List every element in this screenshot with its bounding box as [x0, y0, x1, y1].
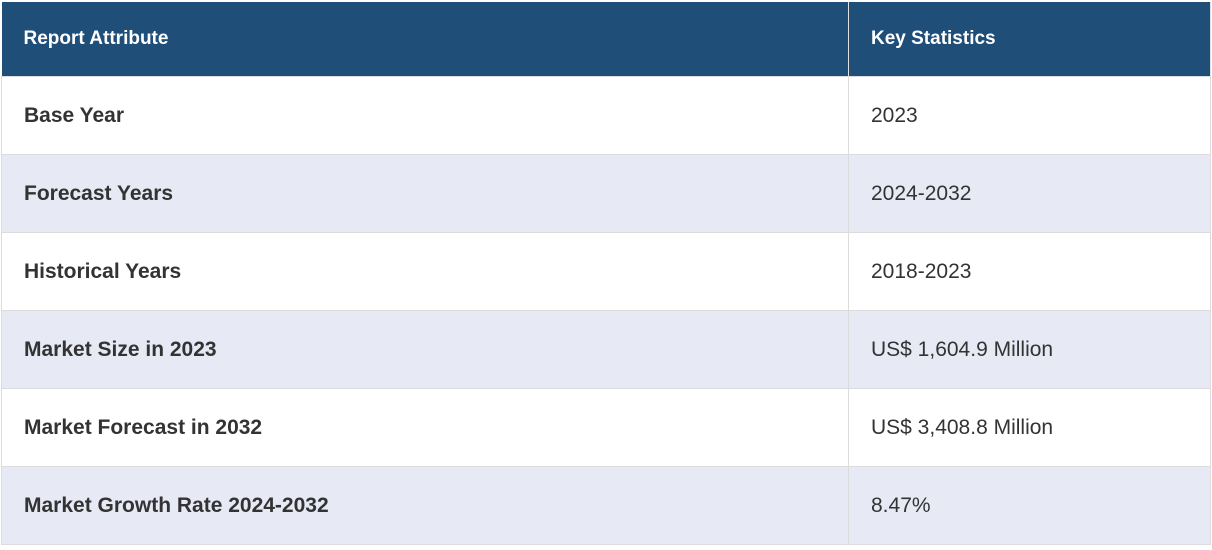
header-cell: Key Statistics — [848, 2, 1211, 77]
value-cell: 2018-2023 — [848, 232, 1211, 311]
attribute-cell: Base Year — [1, 76, 849, 155]
value-cell: 2024-2032 — [848, 154, 1211, 233]
attribute-cell: Historical Years — [1, 232, 849, 311]
value-cell: 8.47% — [848, 466, 1211, 545]
table-row: Forecast Years 2024-2032 — [1, 154, 1211, 233]
table-row: Base Year 2023 — [1, 76, 1211, 155]
table-body: Base Year 2023 Forecast Years 2024-2032 Hist… — [1, 76, 1211, 545]
value-cell: US$ 1,604.9 Million — [848, 310, 1211, 389]
attribute-cell: Market Growth Rate 2024-2032 — [1, 466, 849, 545]
table-row: Market Size in 2023 US$ 1,604.9 Million — [1, 310, 1211, 389]
header-cell: Report Attribute — [1, 2, 849, 77]
value-cell: 2023 — [848, 76, 1211, 155]
table-row: Market Growth Rate 2024-2032 8.47% — [1, 466, 1211, 545]
value-cell: US$ 3,408.8 Million — [848, 388, 1211, 467]
table-row: Historical Years 2018-2023 — [1, 232, 1211, 311]
header-row: Report Attribute Key Statistics — [1, 2, 1211, 77]
attribute-cell: Market Forecast in 2032 — [1, 388, 849, 467]
attribute-cell: Forecast Years — [1, 154, 849, 233]
attribute-cell: Market Size in 2023 — [1, 310, 849, 389]
table-row: Market Forecast in 2032 US$ 3,408.8 Milli… — [1, 388, 1211, 467]
